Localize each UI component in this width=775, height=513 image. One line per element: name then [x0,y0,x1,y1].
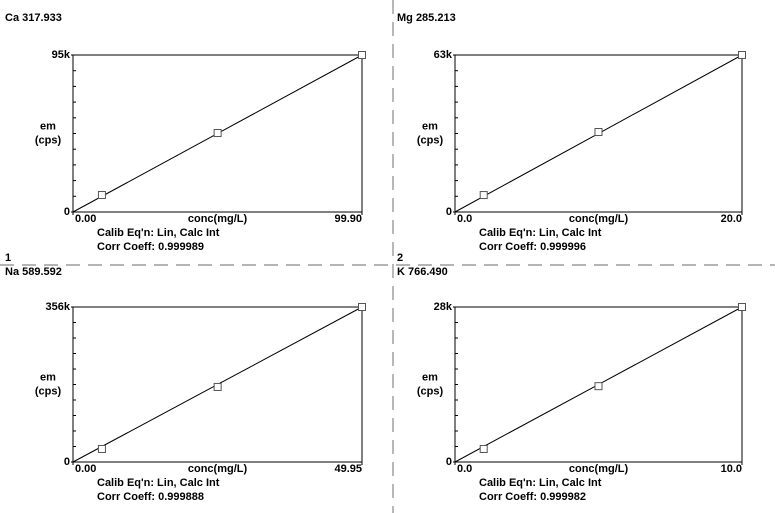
x-tick-label: 0.00 [75,213,96,225]
x-tick-label: 99.90 [334,213,362,225]
annotation: Corr Coeff: 0.999989 [97,241,204,253]
x-tick-label: 20.0 [721,213,742,225]
data-point [738,51,746,59]
y-tick-label: 0 [64,206,70,218]
x-tick-label: 0.0 [457,213,472,225]
data-point [594,382,603,391]
data-point [213,129,222,138]
annotation: Corr Coeff: 0.999982 [479,491,586,503]
data-point [479,444,488,453]
data-point [738,303,746,311]
annotation: Calib Eq'n: Lin, Calc Int [479,477,602,489]
data-point [479,191,488,200]
panel-number: 1 [5,252,11,264]
y-axis-label: (cps) [35,134,62,146]
annotation: Calib Eq'n: Lin, Calc Int [97,477,220,489]
x-axis-label: conc(mg/L) [188,463,248,475]
data-point [97,190,106,199]
data-point [358,303,366,311]
annotation: Calib Eq'n: Lin, Calc Int [479,227,602,239]
x-tick-label: 0.00 [75,463,96,475]
y-tick-label: 0 [446,456,452,468]
x-axis-label: conc(mg/L) [188,213,248,225]
panel-title: K 766.490 [397,266,448,278]
y-tick-label: 63k [434,49,453,61]
y-tick-label: 356k [46,301,71,313]
annotation: Corr Coeff: 0.999996 [479,241,586,253]
data-point [594,128,603,137]
panel-title: Mg 285.213 [397,12,456,24]
data-point [213,382,222,391]
y-axis-label: (cps) [35,385,62,397]
x-tick-label: 10.0 [721,463,742,475]
y-tick-label: 0 [64,456,70,468]
x-axis-label: conc(mg/L) [569,463,629,475]
data-point [358,51,366,59]
x-tick-label: 0.0 [457,463,472,475]
panel-number: 2 [397,252,403,264]
annotation: Corr Coeff: 0.999888 [97,491,204,503]
y-axis-label: em [40,371,56,383]
annotation: Calib Eq'n: Lin, Calc Int [97,227,220,239]
panel-title: Na 589.592 [5,266,62,278]
panel-title: Ca 317.933 [5,12,62,24]
y-tick-label: 95k [52,49,71,61]
x-axis-label: conc(mg/L) [569,213,629,225]
y-tick-label: 28k [434,301,453,313]
y-axis-label: (cps) [417,385,444,397]
data-point [97,444,106,453]
x-tick-label: 49.95 [334,463,362,475]
y-axis-label: em [422,371,438,383]
y-axis-label: (cps) [417,134,444,146]
y-axis-label: em [40,120,56,132]
y-tick-label: 0 [446,206,452,218]
y-axis-label: em [422,120,438,132]
